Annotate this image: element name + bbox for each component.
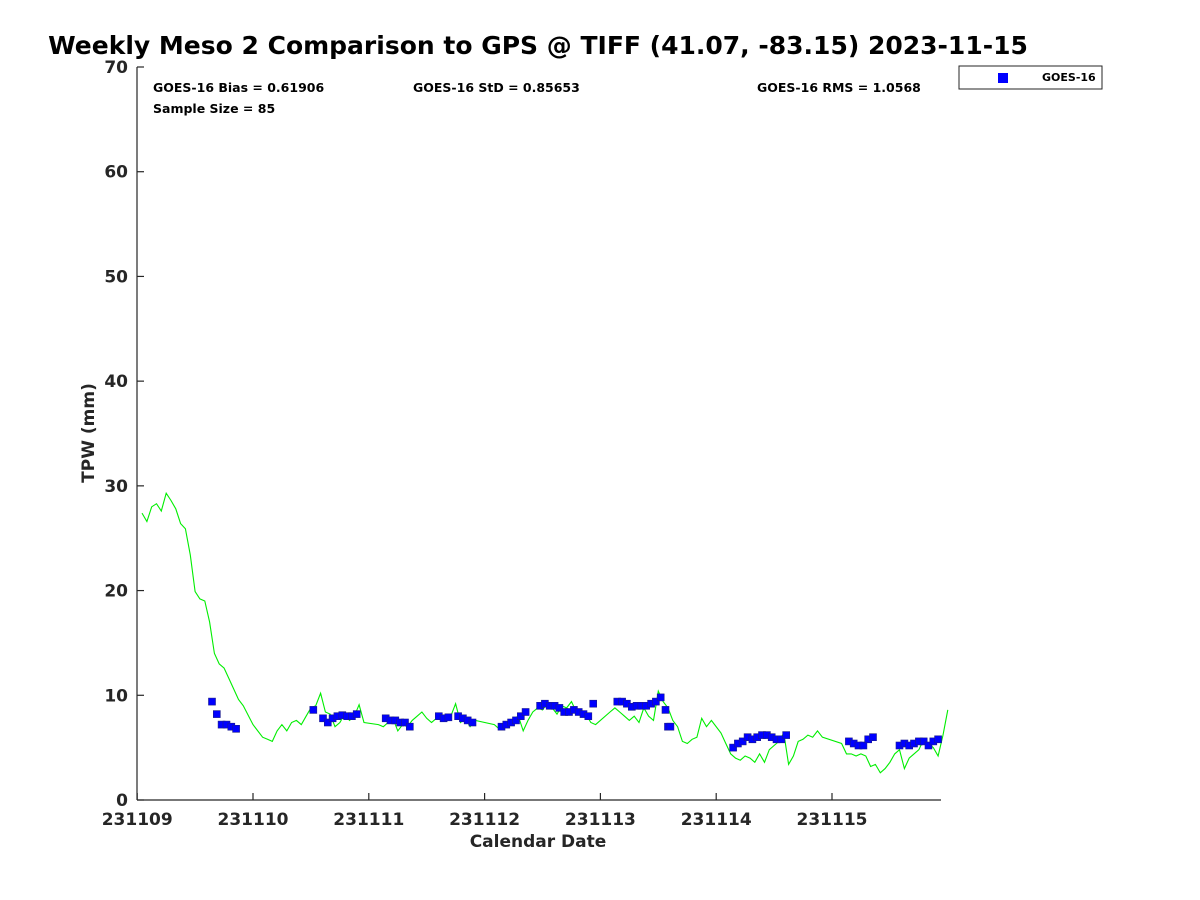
rms-annotation: GOES-16 RMS = 1.0568	[757, 80, 921, 95]
goes-point	[919, 737, 928, 746]
legend-box	[958, 65, 1103, 90]
goes-point	[656, 693, 665, 702]
goes-point	[782, 731, 791, 739]
goes-point	[738, 737, 747, 746]
x-tick-label: 231110	[218, 810, 289, 830]
goes-point	[555, 704, 564, 712]
y-axis-label: TPW (mm)	[79, 383, 99, 483]
goes-point	[213, 710, 221, 718]
goes-point	[516, 712, 525, 721]
goes-point	[729, 743, 737, 752]
goes-point	[521, 708, 530, 716]
y-tick-label: 50	[104, 267, 128, 287]
x-tick-label: 231115	[797, 810, 868, 830]
std-annotation: GOES-16 StD = 0.85653	[413, 80, 580, 95]
goes-point	[652, 697, 660, 706]
x-axis-label: Calendar Date	[470, 832, 607, 852]
y-tick-label: 60	[104, 163, 128, 183]
goes-point	[319, 714, 327, 723]
goes-point	[401, 718, 409, 727]
legend-marker-goes	[998, 73, 1008, 83]
y-tick-label: 20	[104, 582, 128, 602]
goes-point	[405, 722, 414, 731]
goes-layer	[208, 693, 942, 752]
y-tick-label: 40	[104, 372, 128, 392]
goes-point	[208, 697, 216, 706]
y-tick-label: 70	[104, 58, 128, 78]
legend-label-goes: GOES-16	[1042, 71, 1096, 84]
goes-point	[512, 716, 520, 725]
goes-point	[352, 710, 361, 718]
goes-point	[232, 724, 240, 733]
plot-area: 0 10 20 30 40 50 60 70 231109 231110 231111 231112…	[102, 58, 949, 830]
x-tick-label: 231114	[681, 810, 752, 830]
goes-point	[661, 706, 670, 714]
goes-point	[934, 735, 942, 744]
bias-annotation: GOES-16 Bias = 0.61906	[153, 80, 324, 95]
goes-point	[468, 718, 477, 727]
x-tick-label: 231109	[102, 810, 173, 830]
y-tick-label: 0	[116, 791, 128, 811]
goes-point	[859, 741, 868, 750]
sample-size-annotation: Sample Size = 85	[153, 101, 275, 116]
chart-title: Weekly Meso 2 Comparison to GPS @ TIFF (…	[48, 31, 1028, 60]
x-tick-label: 231111	[333, 810, 404, 830]
goes-point	[584, 712, 593, 721]
y-tick-label: 10	[104, 686, 128, 706]
x-tick-label: 231113	[565, 810, 636, 830]
legend: GOES-16	[958, 65, 1103, 90]
goes-point	[444, 713, 453, 722]
goes-point	[323, 718, 332, 727]
x-ticks: 231109 231110 231111 231112 231113 231114 2311…	[102, 793, 868, 830]
y-tick-label: 30	[104, 477, 128, 497]
x-tick-label: 231112	[449, 810, 520, 830]
y-ticks: 0 10 20 30 40 50 60 70	[104, 58, 144, 811]
goes-point	[869, 733, 877, 742]
goes-point	[309, 706, 318, 714]
goes-point	[589, 699, 598, 708]
goes-point	[666, 722, 675, 731]
goes-point	[924, 741, 933, 750]
plot-background	[137, 67, 941, 800]
stats-annotations: GOES-16 Bias = 0.61906 GOES-16 StD = 0.8…	[153, 80, 921, 116]
goes-point	[777, 735, 786, 744]
